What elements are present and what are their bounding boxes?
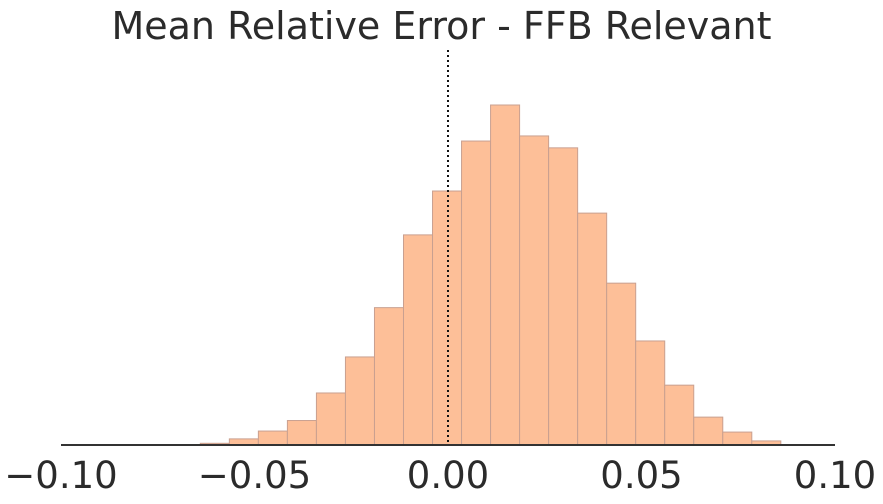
bars-layer: [170, 104, 782, 446]
x-tick-labels: −0.10 −0.05 0.00 0.05 0.10: [4, 454, 876, 497]
histogram-bar: [519, 135, 550, 446]
x-tick-label: −0.05: [198, 454, 311, 497]
histogram-bar: [606, 282, 637, 446]
histogram-bar: [722, 431, 753, 446]
histogram-bar: [402, 234, 434, 446]
histogram-bar: [635, 340, 666, 446]
histogram-bar: [286, 420, 317, 446]
x-tick-label: 0.00: [407, 454, 489, 497]
histogram-bar: [548, 147, 579, 446]
histogram-bar: [315, 392, 346, 446]
histogram-bar: [693, 416, 724, 446]
x-tick-label: −0.10: [4, 454, 117, 497]
histogram-bar: [344, 356, 375, 446]
histogram-bar: [461, 140, 492, 446]
histogram-bar: [577, 212, 608, 446]
histogram-bar: [490, 104, 521, 446]
x-tick-label: 0.10: [794, 454, 876, 497]
histogram-bar: [373, 307, 404, 446]
histogram-bar: [664, 384, 695, 446]
x-tick-label: 0.05: [600, 454, 682, 497]
chart-title: Mean Relative Error - FFB Relevant: [111, 4, 772, 48]
histogram-bar: [432, 190, 463, 446]
histogram-bar: [257, 430, 288, 446]
